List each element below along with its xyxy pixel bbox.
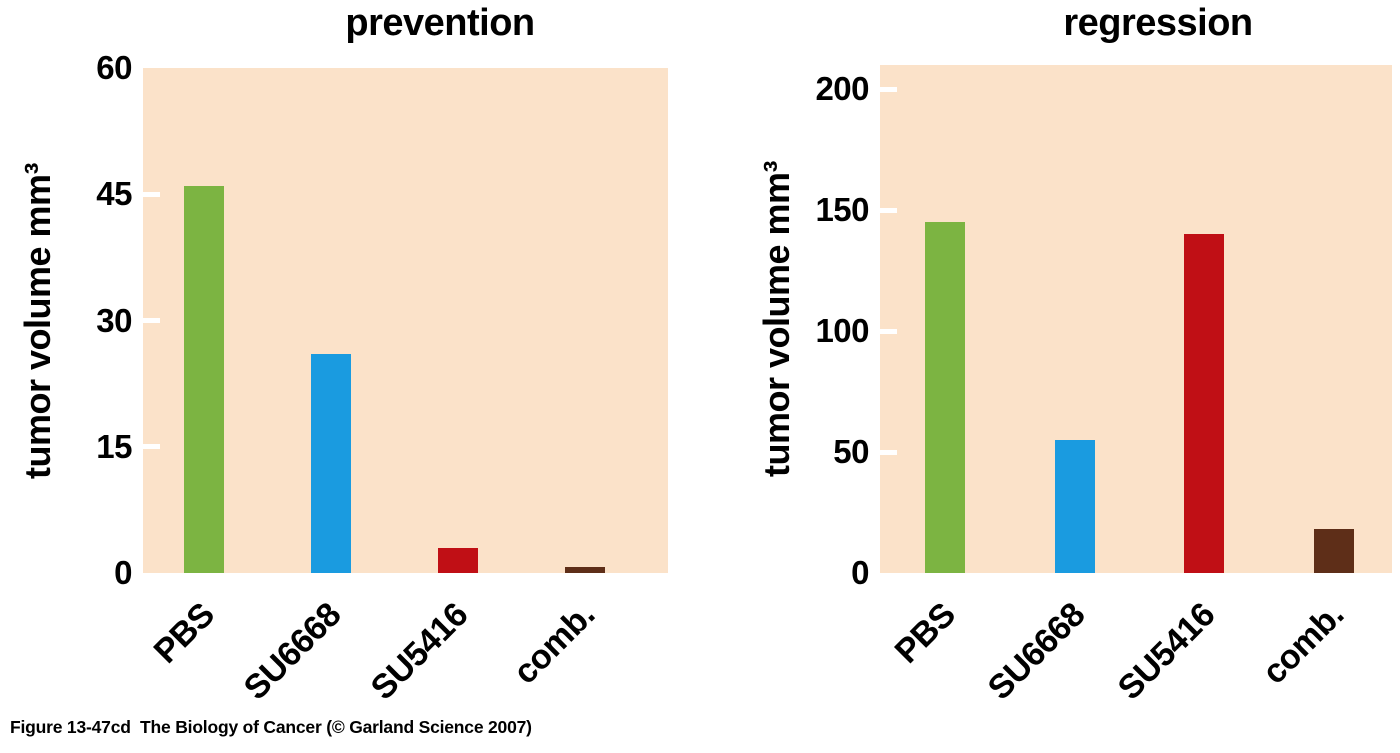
y-tick-label: 200 bbox=[815, 70, 869, 108]
y-tick-label: 100 bbox=[815, 311, 869, 349]
bar-su5416 bbox=[438, 547, 478, 573]
y-tick-label: 150 bbox=[815, 190, 869, 228]
y-tick-mark bbox=[143, 318, 160, 323]
bar-su6668 bbox=[1054, 439, 1095, 573]
y-tick-mark bbox=[143, 444, 160, 450]
y-tick-label: 30 bbox=[96, 301, 132, 339]
y-tick-label: 0 bbox=[851, 553, 869, 591]
y-tick-label: 15 bbox=[96, 427, 132, 465]
x-category-label: SU6668 bbox=[980, 595, 1093, 708]
chart-title: regression bbox=[1063, 2, 1253, 44]
plot-area bbox=[143, 68, 668, 573]
y-tick-label: 45 bbox=[96, 175, 132, 213]
y-tick-label: 0 bbox=[114, 553, 132, 591]
bar-comb bbox=[1314, 529, 1355, 573]
bar-pbs bbox=[184, 185, 224, 573]
y-tick-mark bbox=[880, 328, 897, 334]
chart-title: prevention bbox=[345, 2, 535, 44]
y-tick-label: 60 bbox=[96, 48, 132, 86]
y-axis-label: tumor volume mm³ bbox=[756, 160, 797, 478]
bar-comb bbox=[565, 567, 605, 573]
bar-su6668 bbox=[311, 354, 351, 573]
y-tick-mark bbox=[880, 86, 897, 92]
y-tick-mark bbox=[880, 207, 897, 213]
bar-su5416 bbox=[1184, 234, 1225, 573]
y-tick-mark bbox=[143, 191, 160, 197]
x-category-label: PBS bbox=[887, 595, 963, 671]
plot-area bbox=[880, 65, 1392, 573]
y-tick-mark bbox=[880, 449, 897, 455]
bar-pbs bbox=[925, 222, 965, 573]
x-category-label: SU5416 bbox=[1110, 595, 1222, 708]
y-tick-label: 50 bbox=[833, 432, 869, 470]
figure-caption: Figure 13-47cd The Biology of Cancer (© … bbox=[10, 717, 532, 737]
x-category-label: comb. bbox=[1255, 595, 1352, 692]
